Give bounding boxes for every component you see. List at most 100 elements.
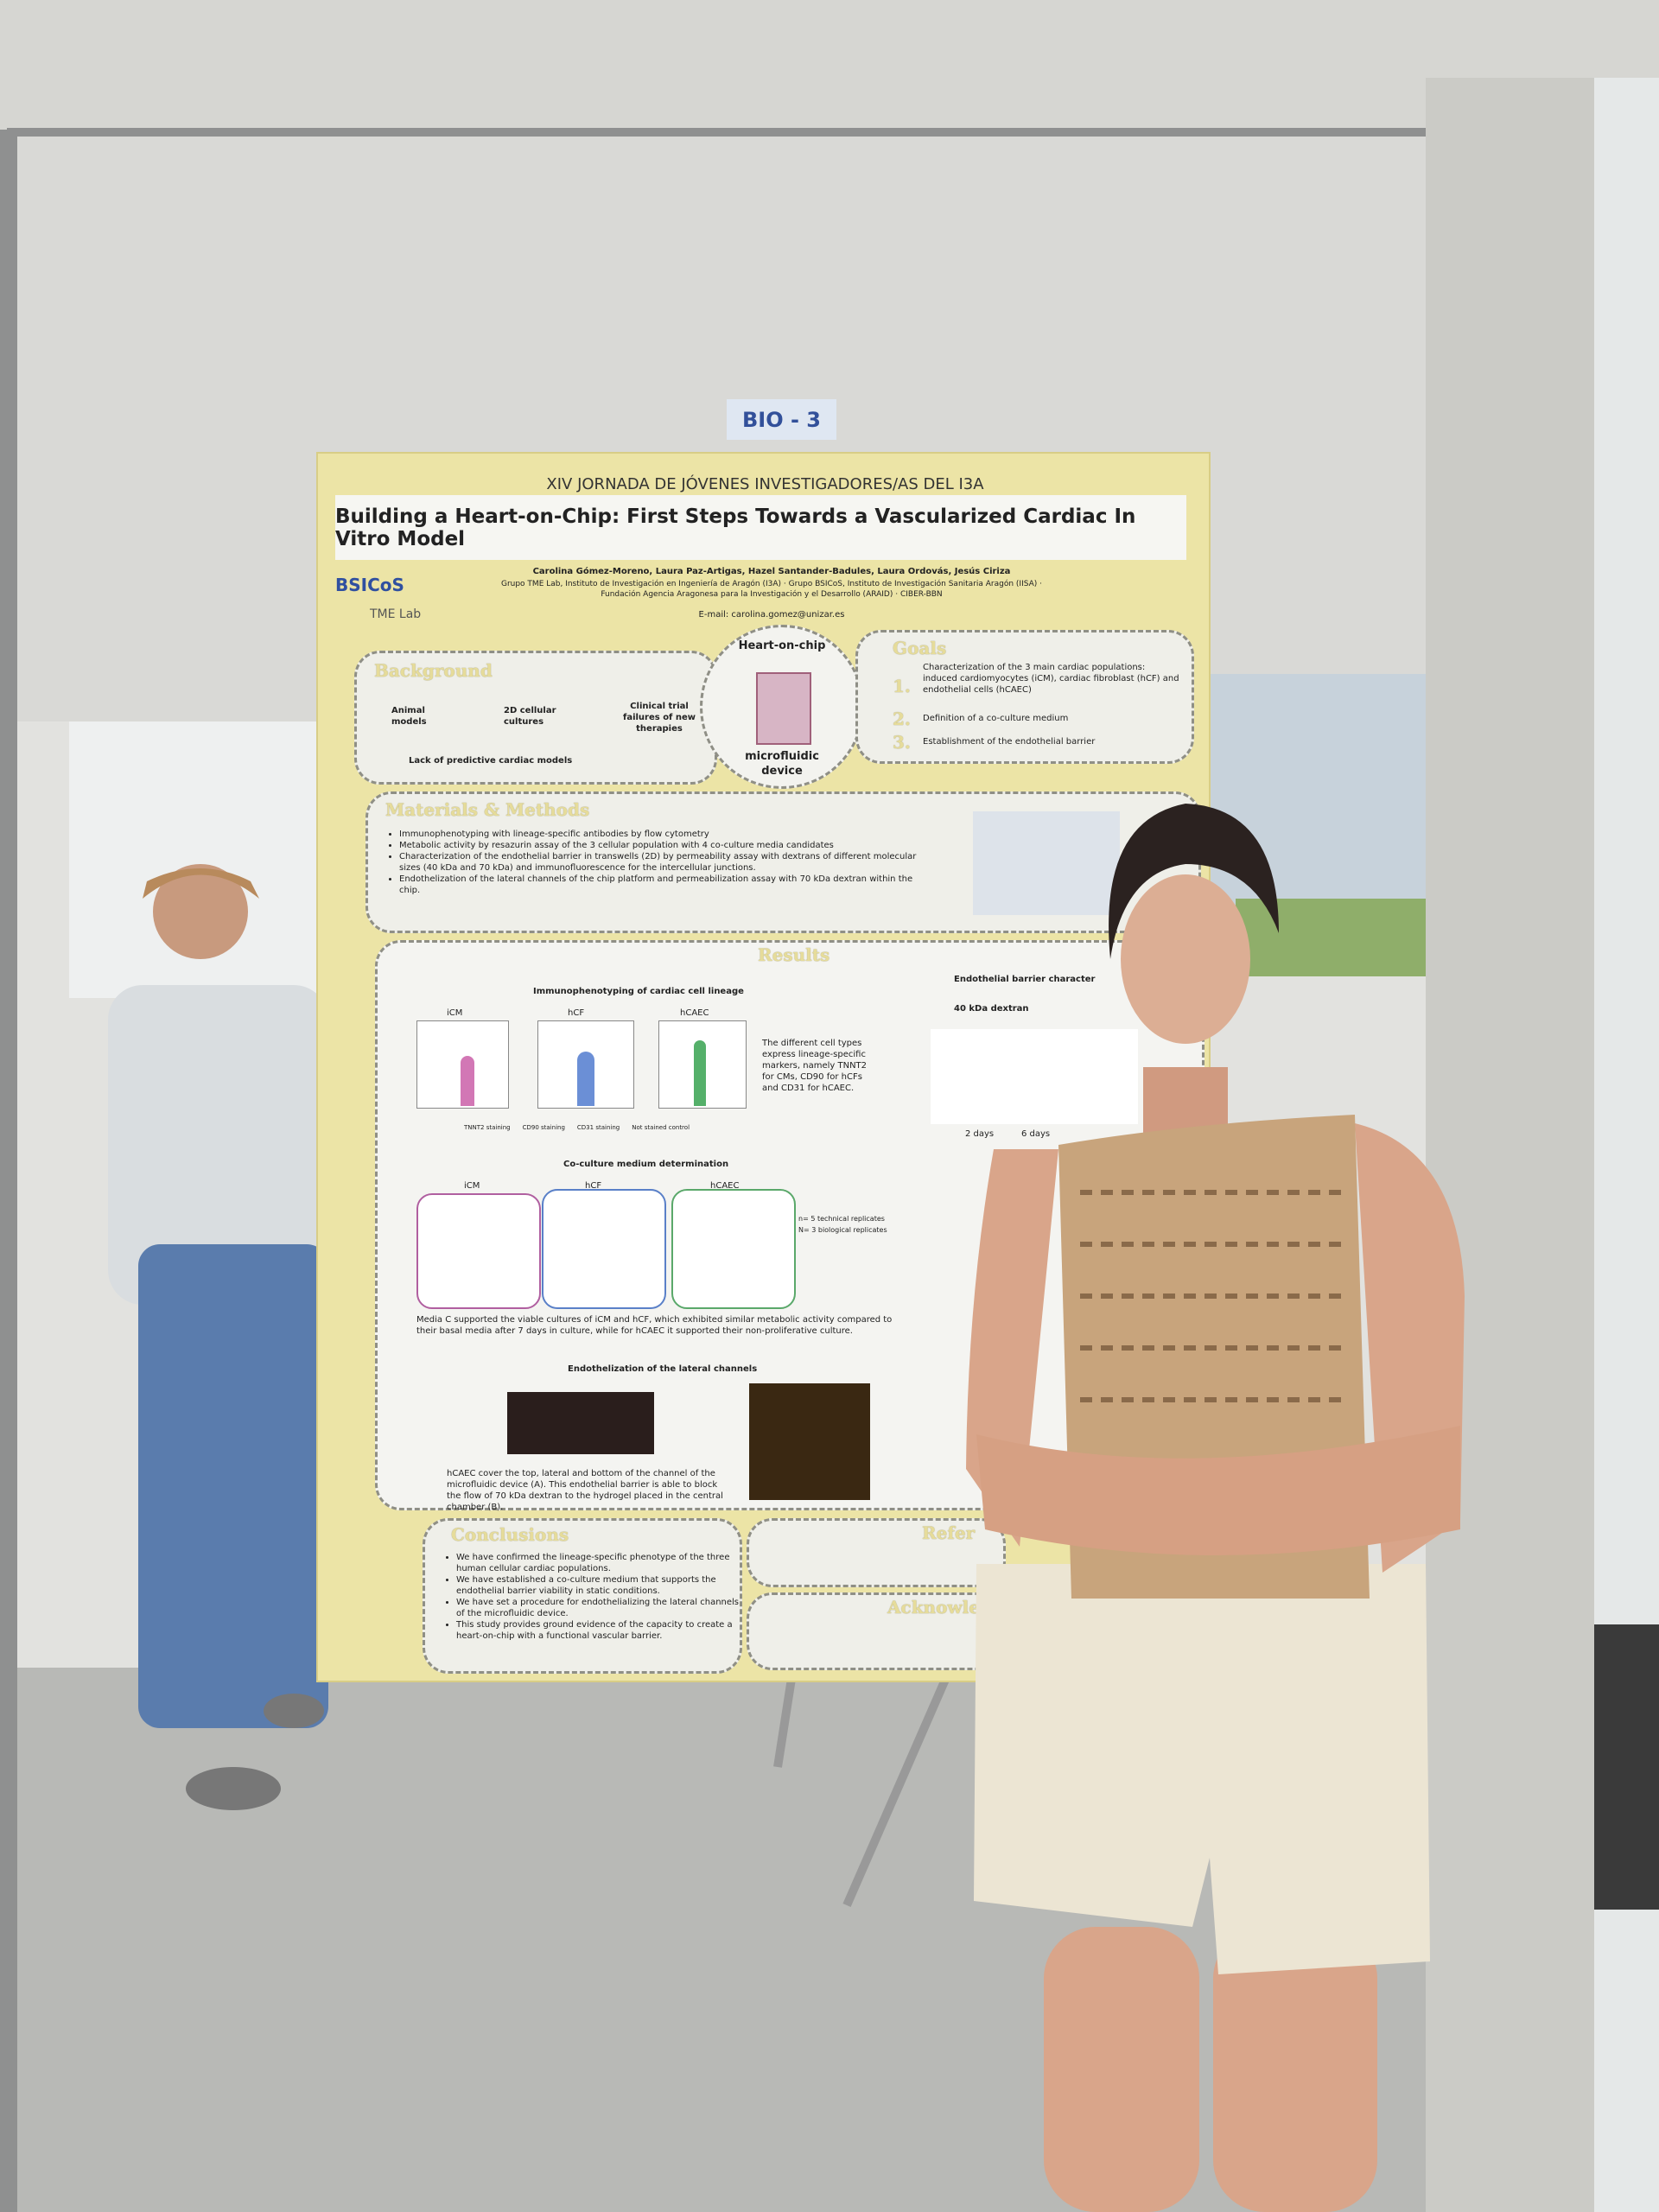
goal: Definition of a co-culture medium (923, 714, 1069, 723)
neck (1143, 1067, 1228, 1136)
panel-label: hCF (568, 1008, 585, 1018)
goal-number: 1. (893, 676, 911, 696)
frame-left (0, 130, 17, 2212)
subheading: 40 kDa dextran (954, 1004, 1029, 1014)
panel-label: hCAEC (710, 1181, 740, 1191)
method: Endothelization of the lateral channels … (399, 874, 935, 896)
peak (577, 1052, 594, 1106)
peak (461, 1056, 474, 1106)
legend-entry: Not stained control (632, 1124, 690, 1131)
legend-entry: CD90 staining (522, 1124, 565, 1131)
section-heading: Background (374, 660, 493, 681)
bar-chart-image (416, 1193, 541, 1309)
logo: BSICoS (335, 575, 404, 595)
conclusions-box: Conclusions We have confirmed the lineag… (423, 1518, 742, 1674)
paragraph: The different cell types express lineage… (762, 1039, 868, 1093)
acknowledgements-box: Acknowled (747, 1592, 1006, 1670)
subheading: Immunophenotyping of cardiac cell lineag… (533, 987, 744, 996)
subheading: Co-culture medium determination (563, 1160, 729, 1169)
goal: Establishment of the endothelial barrier (923, 737, 1096, 747)
legend-entry: CD31 staining (576, 1124, 620, 1131)
item: Clinical trial failures of new therapies (622, 702, 696, 734)
leg (1213, 1927, 1377, 2212)
item: 2D cellular cultures (504, 706, 556, 727)
easel-leg (773, 1667, 798, 1768)
poster: XIV JORNADA DE JÓVENES INVESTIGADORES/AS… (316, 452, 1211, 1682)
conclusion: This study provides ground evidence of t… (456, 1619, 741, 1642)
section-heading: Goals (893, 638, 947, 658)
frame-top (0, 0, 1659, 130)
methods-box: Materials & Methods Immunophenotyping wi… (365, 791, 1201, 933)
booth-label: BIO - 3 (727, 399, 836, 440)
authors: Carolina Gómez-Moreno, Laura Paz-Artigas… (532, 567, 1011, 576)
goal: Characterization of the 3 main cardiac p… (923, 663, 1179, 695)
subheading: Endothelial barrier character (954, 975, 1096, 984)
equipment-icons (973, 811, 1120, 915)
conclusion: We have set a procedure for endotheliali… (456, 1597, 741, 1619)
diagram-label: microfluidic device (745, 750, 819, 778)
method: Immunophenotyping with lineage-specific … (399, 829, 935, 840)
section-heading: Materials & Methods (385, 799, 590, 820)
conclusion: We have established a co-culture medium … (456, 1574, 741, 1597)
person-shirt (108, 985, 328, 1305)
section-heading: Results (758, 944, 830, 965)
methods-list: Immunophenotyping with lineage-specific … (385, 829, 935, 896)
method: Metabolic activity by resazurin assay of… (399, 840, 935, 851)
goal-number: 3. (893, 732, 911, 753)
item: Lack of predictive cardiac models (409, 756, 573, 766)
day-label: 6 days (1021, 1129, 1051, 1139)
section-heading: Refer (922, 1522, 976, 1543)
crossed-arms (976, 1426, 1460, 1555)
face (1121, 874, 1250, 1044)
frame-edge (7, 128, 1433, 137)
replicates: N= 3 biological replicates (798, 1226, 887, 1234)
shorts (974, 1564, 1430, 1974)
panel-label: hCF (585, 1181, 602, 1191)
panel-label: hCAEC (680, 1008, 709, 1018)
affiliations: Grupo TME Lab, Instituto de Investigació… (500, 580, 1043, 599)
conference: XIV JORNADA DE JÓVENES INVESTIGADORES/AS… (546, 475, 984, 493)
bar-chart-image (931, 1029, 1138, 1124)
references-box: Refer (747, 1518, 1006, 1587)
item: Animal models (391, 706, 427, 727)
person-shoe (186, 1767, 281, 1810)
histogram-image (658, 1020, 747, 1109)
diagram-label: Heart-on-chip (738, 639, 826, 652)
hair (1109, 804, 1279, 959)
chair (1594, 1624, 1659, 1910)
frame-pillar (1426, 78, 1594, 2212)
subheading: Endothelization of the lateral channels (568, 1364, 758, 1374)
poster-title: Building a Heart-on-Chip: First Steps To… (335, 495, 1186, 560)
easel-leg (842, 1666, 955, 1907)
section-heading: Acknowled (887, 1597, 992, 1618)
section-heading: Conclusions (451, 1524, 569, 1545)
paragraph: hCAEC cover the top, lateral and bottom … (447, 1469, 723, 1512)
bar-chart-image (542, 1189, 666, 1309)
email: E-mail: carolina.gomez@unizar.es (698, 610, 845, 620)
microscopy-image (749, 1383, 870, 1500)
leg (1044, 1927, 1199, 2212)
histogram-image (537, 1020, 634, 1109)
person-head (153, 864, 248, 959)
trees (1236, 899, 1426, 976)
peak (694, 1040, 706, 1106)
day-label: 2 days (965, 1129, 995, 1139)
legend-entry: TNNT2 staining (464, 1124, 511, 1131)
diagram: Heart-on-chip microfluidic device (700, 625, 864, 789)
person-hair (143, 868, 259, 899)
method: Characterization of the endothelial barr… (399, 851, 935, 874)
histogram-image (416, 1020, 509, 1109)
conclusion: We have confirmed the lineage-specific p… (456, 1552, 741, 1574)
crochet-pattern (1080, 1190, 1348, 1402)
microscopy-image (507, 1392, 654, 1454)
logo: TME Lab (370, 607, 422, 621)
panel-label: iCM (447, 1008, 463, 1018)
goal-number: 2. (893, 709, 911, 729)
panel-label: iCM (464, 1181, 480, 1191)
paragraph: Media C supported the viable cultures of… (416, 1315, 893, 1336)
bar-chart-image (671, 1189, 796, 1309)
person-jeans (138, 1244, 328, 1728)
chip-icon (756, 672, 811, 745)
